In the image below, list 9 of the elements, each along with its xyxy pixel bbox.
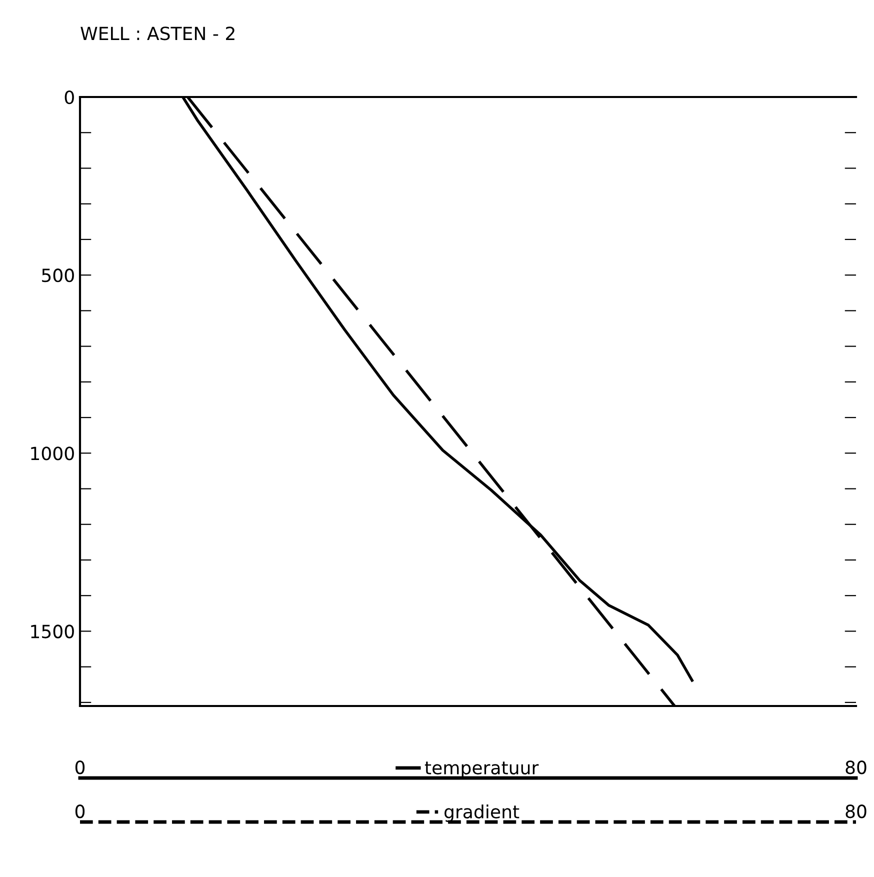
y-tick-label: 500: [42, 268, 74, 282]
legend-label: gradient: [444, 804, 520, 822]
y-tick-label: 1000: [31, 446, 74, 460]
legend-label: temperatuur: [424, 762, 539, 778]
x2-tick-label: 80: [846, 804, 866, 818]
x2-tick-label: 0: [75, 804, 85, 818]
y-tick-label: 1500: [31, 624, 74, 638]
chart-title: WELL : ASTEN - 2: [80, 26, 234, 40]
y-tick-label: 0: [64, 90, 74, 104]
